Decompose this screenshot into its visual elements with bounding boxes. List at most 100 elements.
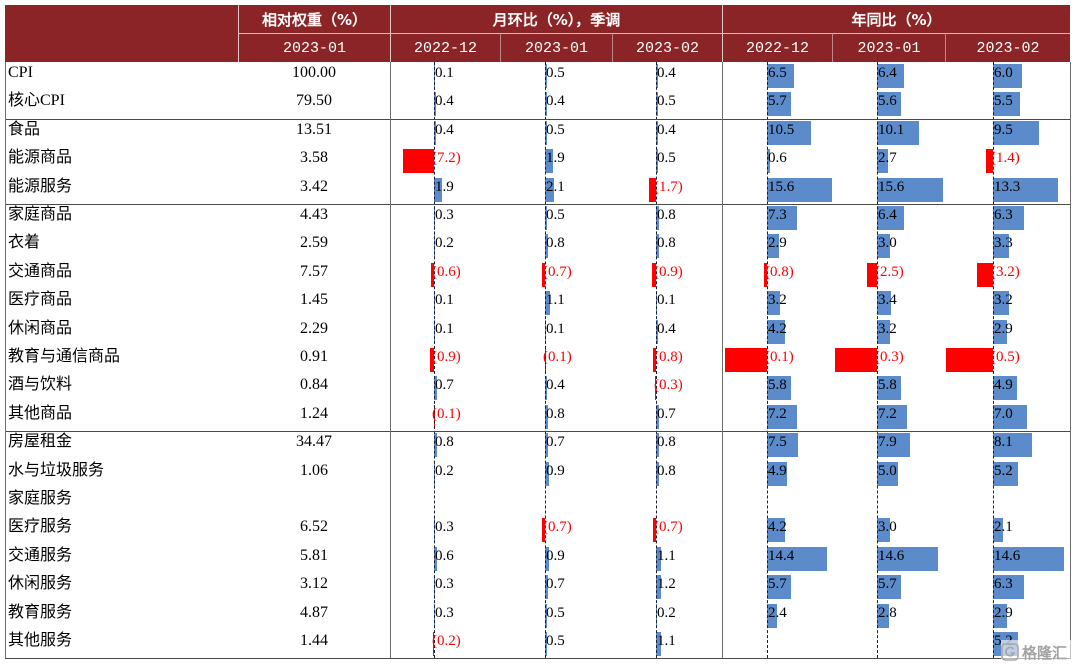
- header-yoy-date: 2022-12: [722, 33, 832, 62]
- mom-value: 0.4: [657, 320, 676, 337]
- row-label: 酒与饮料: [8, 376, 73, 394]
- positive-data-bar: [545, 291, 550, 316]
- row-label: 休闲服务: [8, 575, 73, 593]
- mom-value: 0.5: [546, 633, 565, 649]
- positive-data-bar: [767, 575, 791, 600]
- table-row: 休闲服务 3.12 0.3 0.7 1.2 5.7 5.7 6.3: [0, 573, 1070, 601]
- positive-data-bar: [656, 234, 660, 259]
- yoy-value: 4.9: [768, 462, 787, 479]
- positive-data-bar: [545, 120, 548, 145]
- yoy-value: 14.6: [994, 547, 1021, 564]
- positive-data-bar: [545, 206, 548, 230]
- positive-data-bar: [434, 433, 438, 458]
- yoy-value: (0.1): [765, 349, 794, 365]
- mom-value: 0.1: [657, 292, 676, 309]
- negative-data-bar: [430, 348, 434, 372]
- table-row: 能源服务 3.42 1.9 2.1 (1.7) 15.6 15.6 13.3: [0, 176, 1070, 204]
- yoy-value: 2.4: [768, 604, 787, 621]
- positive-data-bar: [993, 461, 1019, 486]
- positive-data-bar: [545, 404, 549, 429]
- positive-data-bar: [656, 461, 660, 486]
- table-row: 核心CPI 79.50 0.4 0.4 0.5 5.7 5.6 5.5: [0, 90, 1070, 118]
- positive-data-bar: [877, 149, 889, 174]
- positive-data-bar: [767, 234, 780, 259]
- positive-data-bar: [877, 319, 891, 344]
- yoy-value: 5.2: [994, 462, 1013, 479]
- positive-data-bar: [877, 177, 943, 202]
- yoy-value: 2.9: [994, 320, 1013, 337]
- yoy-value: 3.0: [878, 235, 897, 252]
- table-row: 医疗服务 6.52 0.3 (0.7) (0.7) 4.2 3.0 2.1: [0, 516, 1070, 544]
- table-row: 医疗商品 1.45 0.1 1.1 0.1 3.2 3.4 3.2: [0, 289, 1070, 317]
- positive-data-bar: [767, 461, 788, 486]
- yoy-value: 3.0: [878, 519, 897, 536]
- header-mom: 月环比（%），季调: [390, 5, 722, 33]
- positive-data-bar: [993, 291, 1009, 316]
- positive-data-bar: [993, 120, 1040, 145]
- positive-data-bar: [656, 404, 659, 429]
- positive-data-bar: [656, 149, 659, 174]
- positive-data-bar: [767, 404, 798, 429]
- positive-data-bar: [656, 546, 661, 571]
- row-label: 能源商品: [8, 149, 73, 167]
- mom-value: (0.7): [654, 519, 683, 536]
- positive-data-bar: [767, 120, 811, 145]
- zero-axis-line: [993, 62, 994, 659]
- yoy-value: 6.4: [878, 65, 897, 81]
- positive-data-bar: [877, 92, 901, 117]
- yoy-value: 6.5: [768, 65, 787, 81]
- row-label: 家庭服务: [8, 490, 73, 507]
- mom-value: 0.1: [546, 320, 565, 337]
- table-row: 教育与通信商品 0.91 (0.9) (0.1) (0.8) (0.1) (0.3) (0.5…: [0, 346, 1070, 374]
- group-separator: [5, 431, 1071, 433]
- weight-value: 2.29: [300, 319, 328, 337]
- group-separator: [5, 204, 1071, 205]
- positive-data-bar: [993, 603, 1008, 628]
- yoy-value: 3.2: [994, 292, 1013, 309]
- weight-value: 4.87: [300, 603, 328, 621]
- row-label: 核心CPI: [8, 92, 65, 110]
- row-label: 休闲商品: [8, 319, 73, 337]
- negative-data-bar: [654, 376, 656, 401]
- table-row: 家庭服务: [0, 488, 1070, 516]
- weight-value: 1.24: [300, 404, 328, 422]
- weight-value: 5.81: [300, 546, 328, 564]
- header-weight-date: 2023-01: [238, 33, 390, 62]
- positive-data-bar: [656, 632, 661, 656]
- mom-value: (0.6): [432, 263, 461, 280]
- yoy-value: 7.9: [878, 434, 897, 451]
- mom-value: 0.7: [546, 576, 565, 593]
- row-label: 家庭商品: [8, 206, 73, 223]
- mom-value: 0.8: [657, 207, 676, 223]
- yoy-value: 5.5: [994, 93, 1013, 110]
- column-divider: [5, 62, 6, 659]
- weight-value: 13.51: [296, 120, 332, 138]
- yoy-value: 0.6: [768, 150, 787, 167]
- zero-axis-line: [434, 62, 435, 659]
- yoy-value: 13.3: [994, 178, 1021, 195]
- mom-value: 1.1: [657, 633, 676, 649]
- positive-data-bar: [993, 206, 1024, 230]
- mom-value: 0.7: [657, 405, 676, 422]
- positive-data-bar: [877, 461, 898, 486]
- yoy-value: 5.0: [878, 462, 897, 479]
- mom-value: 0.2: [435, 235, 454, 252]
- negative-data-bar: [431, 262, 434, 287]
- yoy-value: 6.4: [878, 207, 897, 223]
- column-divider: [390, 62, 391, 659]
- positive-data-bar: [545, 575, 548, 600]
- positive-data-bar: [877, 64, 904, 88]
- mom-value: (0.9): [654, 263, 683, 280]
- negative-data-bar: [648, 177, 656, 202]
- row-label: 水与垃圾服务: [8, 461, 105, 479]
- yoy-value: (0.5): [991, 349, 1020, 365]
- header-yoy: 年同比（%）: [722, 5, 1070, 33]
- positive-data-bar: [877, 433, 911, 458]
- positive-data-bar: [877, 206, 904, 230]
- yoy-value: 3.3: [994, 235, 1013, 252]
- negative-data-bar: [977, 262, 993, 287]
- positive-data-bar: [877, 575, 901, 600]
- yoy-value: 6.3: [994, 576, 1013, 593]
- header-yoy-date: 2023-02: [945, 33, 1070, 62]
- mom-value: 0.5: [657, 93, 676, 110]
